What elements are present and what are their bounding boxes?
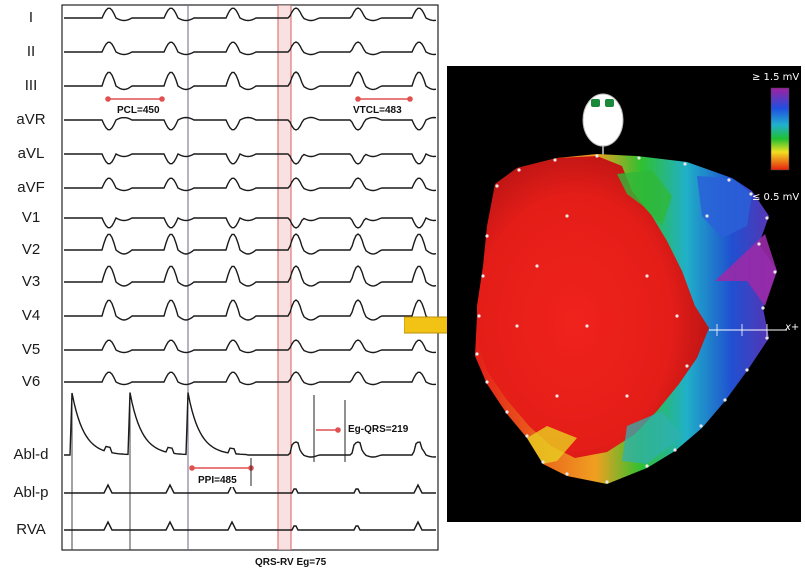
voltage-map-panel: ≥ 1.5 mV ≤ 0.5 mV x+ bbox=[447, 66, 801, 522]
mapping-point bbox=[727, 178, 731, 182]
mapping-point bbox=[515, 324, 519, 328]
trace-v5 bbox=[64, 339, 437, 354]
mapping-point bbox=[745, 368, 749, 372]
lead-label-v3: V3 bbox=[21, 273, 41, 290]
mapping-point bbox=[555, 394, 559, 398]
vtcl-measure-end-right bbox=[407, 96, 413, 102]
lead-label-rva: RVA bbox=[16, 521, 46, 538]
lead-label-abl-p: Abl-p bbox=[13, 484, 49, 501]
mapping-point bbox=[485, 234, 489, 238]
mapping-point bbox=[585, 324, 589, 328]
mapping-point bbox=[535, 264, 539, 268]
mapping-points bbox=[475, 154, 777, 484]
qrs-rv-eg-label: QRS-RV Eg=75 bbox=[255, 557, 327, 568]
lead-label-v2: V2 bbox=[21, 241, 41, 258]
mapping-point bbox=[675, 314, 679, 318]
ppi-measure-end-left bbox=[189, 465, 195, 471]
mapping-point bbox=[757, 242, 761, 246]
mapping-point bbox=[749, 192, 753, 196]
mapping-point bbox=[765, 216, 769, 220]
eg-qrs-measure-end-right bbox=[335, 427, 341, 433]
mapping-point bbox=[645, 464, 649, 468]
pcl-label: PCL=450 bbox=[115, 105, 162, 117]
scar-region bbox=[477, 156, 709, 458]
mapping-point bbox=[565, 472, 569, 476]
mapping-point bbox=[605, 480, 609, 484]
lead-label-avr: aVR bbox=[16, 111, 46, 128]
mapping-point bbox=[765, 336, 769, 340]
ppi-label: PPI=485 bbox=[196, 475, 239, 487]
voltage-map-svg bbox=[475, 87, 790, 484]
trace-abl-p bbox=[64, 483, 436, 494]
lead-label-ii: II bbox=[26, 43, 36, 60]
lead-label-avf: aVF bbox=[17, 179, 45, 196]
cyan-edge-region bbox=[622, 411, 682, 464]
trace-avr bbox=[64, 116, 437, 131]
mapping-point bbox=[565, 214, 569, 218]
lead-label-iii: III bbox=[24, 77, 38, 94]
mapping-point bbox=[475, 352, 479, 356]
trace-v2 bbox=[64, 233, 437, 255]
mapping-point bbox=[481, 274, 485, 278]
vtcl-label: VTCL=483 bbox=[351, 105, 404, 117]
mapping-point bbox=[637, 156, 641, 160]
purple-region bbox=[715, 234, 777, 306]
mapping-point bbox=[773, 270, 777, 274]
mapping-point bbox=[477, 314, 481, 318]
ecg-frame bbox=[61, 4, 439, 551]
lead-label-avl: aVL bbox=[17, 145, 45, 162]
pcl-measure-end-left bbox=[105, 96, 111, 102]
orientation-head-icon bbox=[582, 93, 624, 158]
trace-v1 bbox=[64, 217, 437, 229]
trace-v6 bbox=[64, 371, 437, 386]
trace-avl bbox=[64, 153, 437, 165]
mapping-point bbox=[553, 158, 557, 162]
lead-label-v4: V4 bbox=[21, 307, 41, 324]
mapping-point bbox=[485, 380, 489, 384]
mapping-point bbox=[517, 168, 521, 172]
voltage-color-scale bbox=[770, 87, 790, 171]
eg-qrs-label: Eg-QRS=219 bbox=[346, 424, 411, 436]
mapping-point bbox=[595, 154, 599, 158]
trace-abl-d bbox=[64, 392, 437, 458]
qrs-marker-band bbox=[278, 5, 291, 550]
lead-label-abl-d: Abl-d bbox=[13, 446, 49, 463]
green-region bbox=[617, 170, 672, 226]
mapping-point bbox=[683, 162, 687, 166]
lead-label-v5: V5 bbox=[21, 341, 41, 358]
scale-max-label: ≥ 1.5 mV bbox=[752, 72, 800, 83]
mapping-point bbox=[495, 184, 499, 188]
scale-min-label: ≤ 0.5 mV bbox=[752, 192, 800, 203]
mapping-point bbox=[685, 364, 689, 368]
lead-label-i: I bbox=[28, 9, 34, 26]
lead-label-v6: V6 bbox=[21, 373, 41, 390]
mapping-point bbox=[699, 424, 703, 428]
pcl-measure-end-right bbox=[159, 96, 165, 102]
mapping-point bbox=[505, 410, 509, 414]
mapping-point bbox=[705, 214, 709, 218]
lead-label-v1: V1 bbox=[21, 209, 41, 226]
mapping-point bbox=[723, 398, 727, 402]
mapping-point bbox=[673, 448, 677, 452]
mapping-point bbox=[541, 460, 545, 464]
ecg-tracing-panel: I II III aVR aVL aVF V1 V2 V3 V4 V5 V6 Abl-d Abl-p RVA… bbox=[13, 4, 439, 551]
trace-rva bbox=[64, 520, 436, 531]
mapping-point bbox=[761, 306, 765, 310]
trace-v4 bbox=[64, 299, 437, 321]
x-axis-label: x+ bbox=[785, 322, 800, 333]
mapping-point bbox=[645, 274, 649, 278]
blue-region bbox=[697, 176, 752, 238]
yellow-edge-region bbox=[527, 426, 577, 464]
vtcl-measure-end-left bbox=[355, 96, 361, 102]
trace-ii bbox=[64, 41, 437, 56]
mapping-point bbox=[525, 434, 529, 438]
trace-iii bbox=[64, 71, 437, 91]
ecg-traces bbox=[61, 4, 439, 551]
trace-v3 bbox=[64, 265, 437, 287]
trace-i bbox=[64, 7, 437, 22]
mapping-point bbox=[625, 394, 629, 398]
trace-avf bbox=[64, 177, 437, 192]
